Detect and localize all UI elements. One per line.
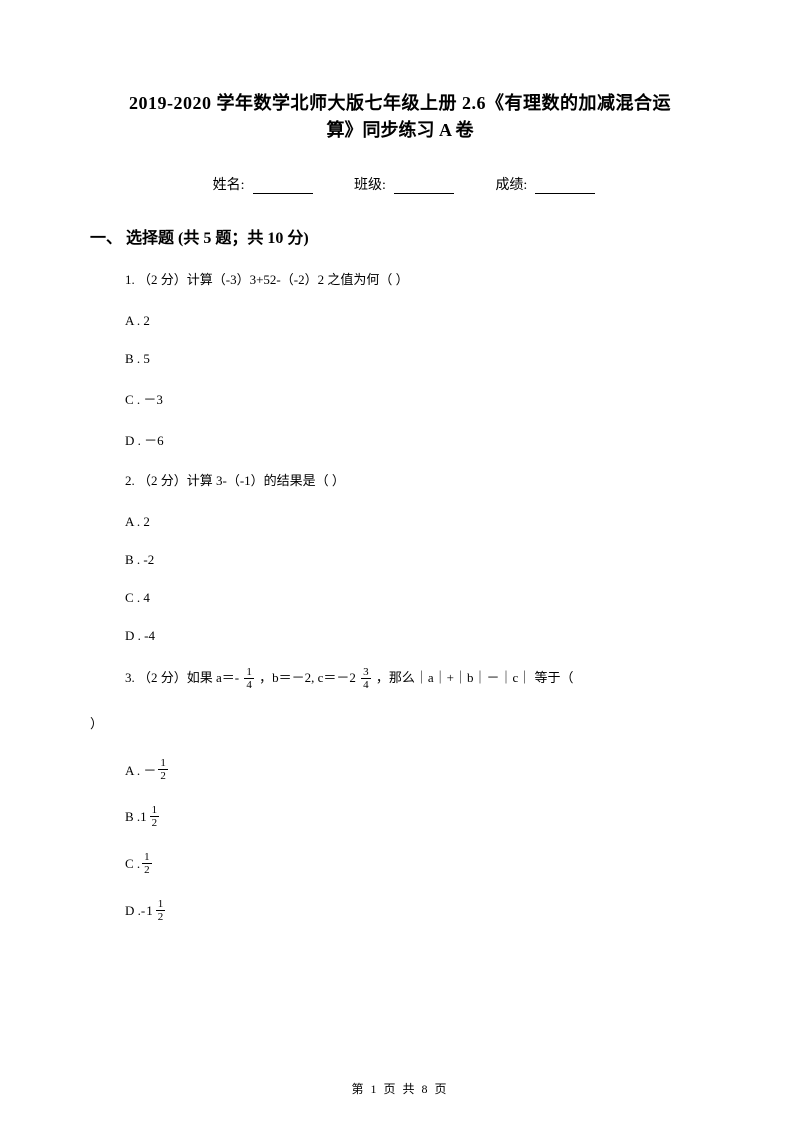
q3-d-label: D . (125, 903, 141, 919)
question-3: 3. （2 分）如果 a＝- 1 4 ，b＝－2, c＝－2 3 4 ，那么｜a… (125, 666, 710, 691)
q3-b-frac: 1 2 (150, 804, 160, 829)
q2-option-a: A . 2 (125, 514, 710, 530)
q3-d-frac: 1 2 (156, 898, 166, 923)
q3-close: ） (90, 713, 710, 732)
page-footer: 第 1 页 共 8 页 (0, 1080, 800, 1097)
class-label: 班级: (354, 178, 386, 193)
q3-d-int: 1 (146, 903, 153, 919)
q3-c-label: C . (125, 856, 140, 872)
score-label: 成绩: (495, 178, 527, 193)
q1-option-c: C . －3 (125, 389, 710, 408)
q3-option-d: D . - 1 1 2 (125, 895, 710, 927)
score-underline (535, 180, 595, 194)
q3-frac1: 1 4 (244, 666, 254, 691)
q3-c-frac: 1 2 (142, 851, 152, 876)
title-line-2: 算》同步练习 A 卷 (90, 117, 710, 144)
name-underline (253, 180, 313, 194)
q3-option-b: B . 1 1 2 (125, 801, 710, 833)
class-underline (394, 180, 454, 194)
q3-part2: ，b＝－2, c＝－2 (259, 668, 356, 689)
question-1: 1. （2 分）计算（-3）3+52-（-2）2 之值为何（ ） (125, 270, 710, 291)
q3-b-int: 1 (140, 809, 147, 825)
q1-option-a: A . 2 (125, 313, 710, 329)
q3-a-frac: 1 2 (158, 757, 168, 782)
q3-option-c: C . 1 2 (125, 848, 710, 880)
q1-option-b: B . 5 (125, 351, 710, 367)
q1-option-d: D . －6 (125, 430, 710, 449)
q3-d-minus: - (141, 903, 145, 919)
q2-option-d: D . -4 (125, 628, 710, 644)
q3-option-a: A . － 1 2 (125, 754, 710, 786)
q2-option-c: C . 4 (125, 590, 710, 606)
q2-option-b: B . -2 (125, 552, 710, 568)
q3-part3: ，那么｜a｜+｜b｜－｜c｜ 等于（ (376, 668, 574, 689)
title-line-1: 2019-2020 学年数学北师大版七年级上册 2.6《有理数的加减混合运 (90, 90, 710, 117)
q3-a-label: A . － (125, 760, 156, 779)
q3-b-label: B . (125, 809, 140, 825)
name-label: 姓名: (213, 178, 245, 193)
question-2: 2. （2 分）计算 3-（-1）的结果是（ ） (125, 471, 710, 492)
info-line: 姓名: 班级: 成绩: (90, 174, 710, 194)
section-header: 一、 选择题 (共 5 题；共 10 分) (90, 224, 710, 248)
q3-frac2: 3 4 (361, 666, 371, 691)
q3-part1: 3. （2 分）如果 a＝- (125, 668, 239, 689)
